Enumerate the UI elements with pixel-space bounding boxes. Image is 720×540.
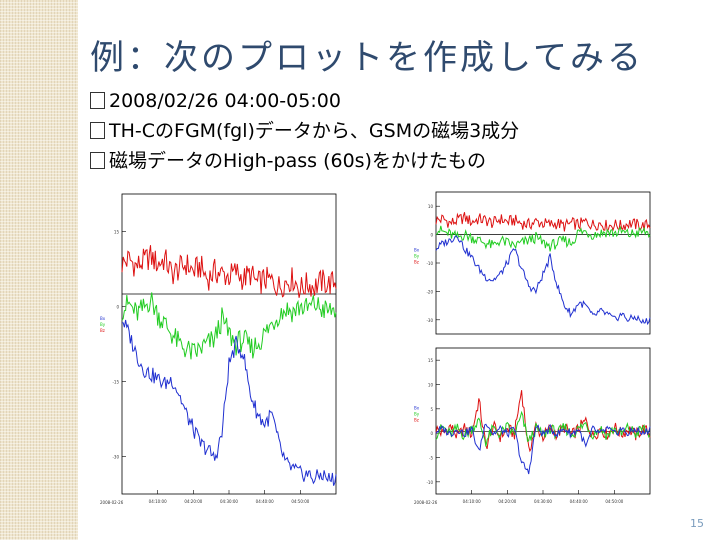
x-tick-label: 04:20:00: [498, 499, 516, 504]
x-tick-label: 04:30:00: [534, 499, 552, 504]
slide-title: 例：次のプロットを作成してみる: [90, 38, 644, 78]
bullet-list: 2008/02/26 04:00-05:00 TH-CのFGM(fgl)データか…: [90, 86, 519, 176]
bullet-item: TH-CのFGM(fgl)データから、GSMの磁場3成分: [90, 116, 519, 146]
x-tick-label: 04:30:00: [220, 499, 238, 504]
legend-entry: Bx: [414, 248, 420, 253]
series-line-bz: [435, 212, 651, 233]
x-tick-label: 04:10:00: [463, 499, 481, 504]
legend-entry: Bz: [414, 260, 419, 265]
x-tick-label: 04:50:00: [605, 499, 623, 504]
y-tick-label: -5: [429, 456, 433, 461]
bullet-text: 2008/02/26 04:00-05:00: [109, 90, 341, 112]
decorative-sidebar: [0, 0, 78, 540]
x-tick-label: 04:40:00: [256, 499, 274, 504]
bullet-item: 磁場データのHigh-pass (60s)をかけたもの: [90, 146, 519, 176]
slide-content: 例：次のプロットを作成してみる 2008/02/26 04:00-05:00 T…: [78, 0, 720, 540]
series-line-by: [435, 225, 651, 252]
legend-entry: By: [100, 322, 106, 327]
bullet-item: 2008/02/26 04:00-05:00: [90, 86, 519, 116]
bullet-text: TH-CのFGM(fgl)データから、GSMの磁場3成分: [109, 120, 520, 142]
y-tick-label: -30: [112, 455, 119, 460]
y-tick-label: -15: [112, 380, 119, 385]
bullet-box-icon: [90, 122, 105, 139]
y-tick-label: -30: [426, 318, 433, 323]
x-tick-label: 04:50:00: [291, 499, 309, 504]
y-tick-label: 15: [114, 230, 120, 235]
series-line-bx: [435, 235, 651, 326]
y-tick-label: -10: [426, 480, 433, 485]
plot-frame: [435, 347, 651, 495]
x-tick-label: 04:20:00: [184, 499, 202, 504]
bullet-box-icon: [90, 152, 105, 169]
series-line-bx: [121, 319, 337, 486]
series-line-bx: [435, 423, 651, 475]
page-number: 15: [690, 517, 704, 530]
plot-frame: [435, 191, 651, 335]
y-tick-label: -20: [426, 289, 433, 294]
legend-entry: Bz: [414, 417, 419, 422]
y-tick-label: 10: [428, 383, 434, 388]
right-field-plots: 100-10-20-30BxByBz151050-5-10BxByBz04:10…: [414, 191, 651, 505]
y-tick-label: 5: [430, 407, 433, 412]
y-tick-label: 15: [428, 358, 434, 363]
x-tick-label: 04:10:00: [149, 499, 167, 504]
y-tick-label: 0: [430, 233, 433, 238]
y-tick-label: -10: [426, 261, 433, 266]
legend-entry: Bz: [100, 328, 105, 333]
series-line-bz: [121, 245, 337, 298]
x-tick-label: 04:40:00: [570, 499, 588, 504]
y-tick-label: 0: [430, 431, 433, 436]
legend-entry: By: [414, 254, 420, 259]
y-tick-label: 0: [116, 305, 119, 310]
bullet-box-icon: [90, 92, 105, 109]
plot-frame: [121, 193, 337, 495]
series-line-by: [121, 292, 337, 360]
legend-entry: Bx: [100, 316, 106, 321]
legend-entry: Bx: [414, 405, 420, 410]
legend-entry: By: [414, 411, 420, 416]
date-label: 2008-02-26: [414, 500, 438, 505]
date-label: 2008-02-26: [100, 500, 124, 505]
bullet-text: 磁場データのHigh-pass (60s)をかけたもの: [109, 150, 486, 172]
y-tick-label: 10: [428, 204, 434, 209]
